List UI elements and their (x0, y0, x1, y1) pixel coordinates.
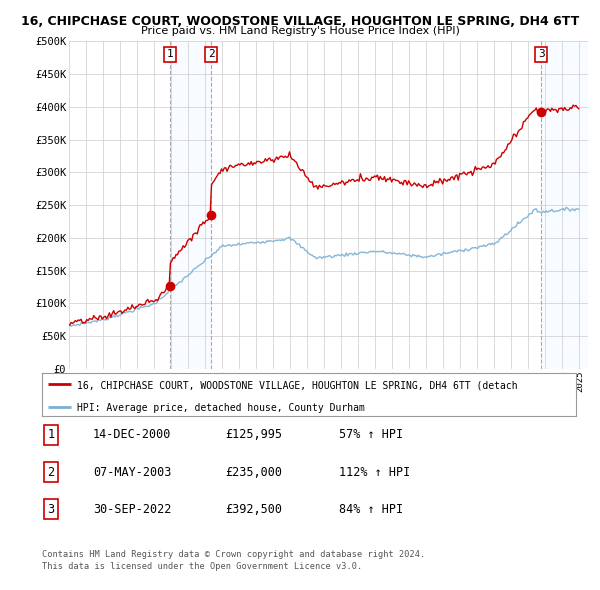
Text: £125,995: £125,995 (225, 428, 282, 441)
Text: 1: 1 (167, 50, 174, 60)
Text: 30-SEP-2022: 30-SEP-2022 (93, 503, 172, 516)
Text: £392,500: £392,500 (225, 503, 282, 516)
Text: Contains HM Land Registry data © Crown copyright and database right 2024.: Contains HM Land Registry data © Crown c… (42, 550, 425, 559)
Text: 112% ↑ HPI: 112% ↑ HPI (339, 466, 410, 478)
Text: HPI: Average price, detached house, County Durham: HPI: Average price, detached house, Coun… (77, 403, 365, 413)
Text: 2: 2 (208, 50, 215, 60)
Text: 1: 1 (47, 428, 55, 441)
Bar (541, 41, 588, 369)
Bar (170, 41, 211, 369)
Text: Price paid vs. HM Land Registry's House Price Index (HPI): Price paid vs. HM Land Registry's House … (140, 26, 460, 36)
Text: 14-DEC-2000: 14-DEC-2000 (93, 428, 172, 441)
Text: 2: 2 (47, 466, 55, 478)
Text: 3: 3 (538, 50, 545, 60)
Text: This data is licensed under the Open Government Licence v3.0.: This data is licensed under the Open Gov… (42, 562, 362, 571)
Text: 16, CHIPCHASE COURT, WOODSTONE VILLAGE, HOUGHTON LE SPRING, DH4 6TT (detach: 16, CHIPCHASE COURT, WOODSTONE VILLAGE, … (77, 381, 517, 391)
Text: 57% ↑ HPI: 57% ↑ HPI (339, 428, 403, 441)
Text: 3: 3 (47, 503, 55, 516)
Text: 16, CHIPCHASE COURT, WOODSTONE VILLAGE, HOUGHTON LE SPRING, DH4 6TT: 16, CHIPCHASE COURT, WOODSTONE VILLAGE, … (21, 15, 579, 28)
Text: £235,000: £235,000 (225, 466, 282, 478)
Text: 84% ↑ HPI: 84% ↑ HPI (339, 503, 403, 516)
Text: 07-MAY-2003: 07-MAY-2003 (93, 466, 172, 478)
